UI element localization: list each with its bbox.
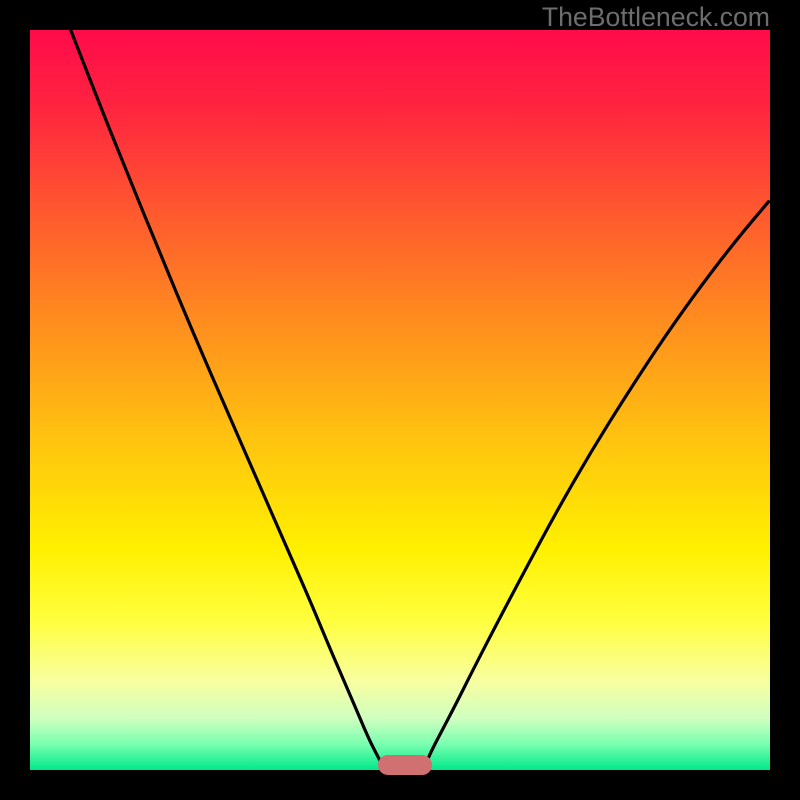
optimal-marker [378, 755, 432, 775]
chart-container: TheBottleneck.com [0, 0, 800, 800]
right-curve [426, 202, 769, 764]
left-curve [71, 30, 382, 763]
watermark-text: TheBottleneck.com [542, 2, 770, 33]
curves-layer [0, 0, 800, 800]
